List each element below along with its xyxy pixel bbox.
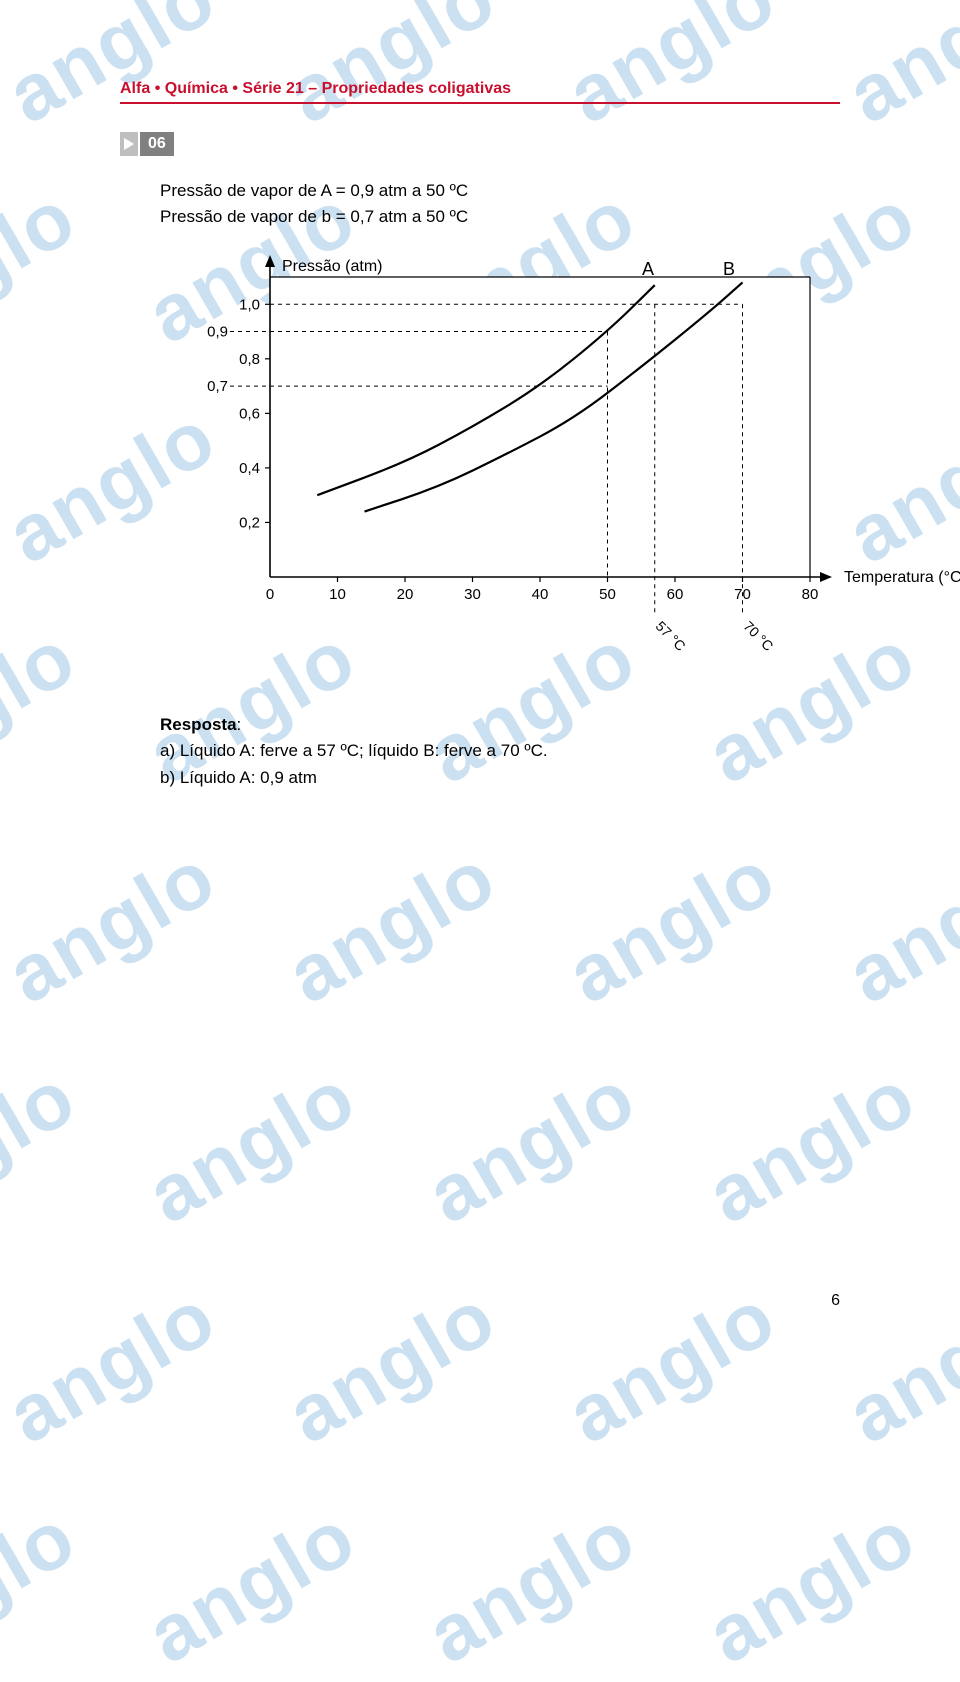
- svg-text:0,8: 0,8: [239, 351, 260, 368]
- header-subject: Química: [165, 80, 228, 97]
- page-number: 6: [831, 1292, 840, 1310]
- intro-line-2: Pressão de vapor de b = 0,7 atm a 50 ºC: [160, 204, 840, 230]
- svg-text:0,9: 0,9: [207, 324, 228, 341]
- answer-a: a) Líquido A: ferve a 57 ºC; líquido B: …: [160, 738, 840, 764]
- svg-text:B: B: [723, 259, 735, 279]
- intro-text: Pressão de vapor de A = 0,9 atm a 50 ºC …: [160, 178, 840, 229]
- svg-text:70 °C: 70 °C: [740, 618, 776, 654]
- chart-svg: Pressão (atm) Temperatura (°C) 0,2 0,4 0,6 0,…: [180, 247, 960, 677]
- play-icon: [120, 132, 138, 156]
- svg-text:50: 50: [599, 586, 616, 603]
- question-number: 06: [140, 132, 174, 156]
- answer-b: b) Líquido A: 0,9 atm: [160, 765, 840, 791]
- answer-colon: :: [237, 715, 242, 734]
- svg-text:10: 10: [329, 586, 346, 603]
- intro-line-1: Pressão de vapor de A = 0,9 atm a 50 ºC: [160, 178, 840, 204]
- header-topic: Propriedades coligativas: [322, 80, 511, 97]
- svg-text:60: 60: [667, 586, 684, 603]
- header-dot2: •: [232, 80, 238, 97]
- page-header: Alfa • Química • Série 21 – Propriedades…: [120, 80, 840, 104]
- svg-text:57 °C: 57 °C: [653, 618, 689, 654]
- svg-text:Pressão (atm): Pressão (atm): [282, 258, 382, 275]
- svg-text:0,7: 0,7: [207, 378, 228, 395]
- svg-text:A: A: [642, 259, 654, 279]
- svg-text:20: 20: [397, 586, 414, 603]
- svg-text:1,0: 1,0: [239, 296, 260, 313]
- svg-text:0: 0: [266, 586, 274, 603]
- question-number-row: 06: [120, 132, 840, 156]
- svg-text:Temperatura (°C): Temperatura (°C): [844, 569, 960, 586]
- svg-text:30: 30: [464, 586, 481, 603]
- svg-text:40: 40: [532, 586, 549, 603]
- vapor-pressure-chart: Pressão (atm)Temperatura (°C)0,20,40,60,…: [180, 247, 840, 682]
- answer-label: Resposta: [160, 715, 237, 734]
- svg-text:80: 80: [802, 586, 819, 603]
- page-content: Alfa • Química • Série 21 – Propriedades…: [0, 0, 960, 831]
- svg-text:0,2: 0,2: [239, 514, 260, 531]
- svg-text:0,6: 0,6: [239, 405, 260, 422]
- header-dot1: •: [155, 80, 161, 97]
- header-dash: –: [308, 80, 317, 97]
- answer-block: Resposta: a) Líquido A: ferve a 57 ºC; l…: [160, 712, 840, 791]
- header-series: Série 21: [242, 80, 303, 97]
- header-brand: Alfa: [120, 80, 150, 97]
- svg-text:0,4: 0,4: [239, 460, 260, 477]
